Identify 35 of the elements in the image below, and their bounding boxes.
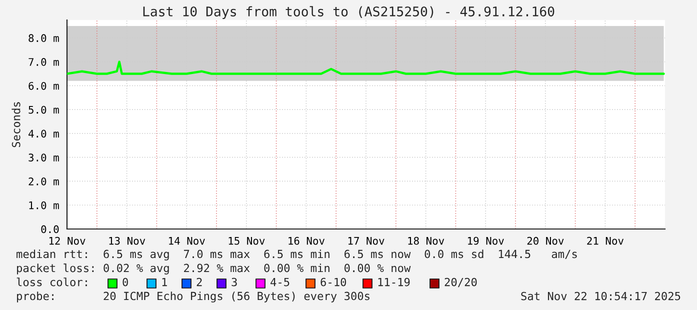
x-tick-label: 20 Nov [527,236,564,245]
x-tick-label: 19 Nov [468,236,504,245]
x-tick-label: 13 Nov [109,236,146,245]
text: loss color: [16,278,87,286]
y-tick-label: 4.0 m [28,130,59,138]
x-tick-label: 16 Nov [288,236,325,245]
y-tick-label: 5.0 m [28,106,59,114]
text: 1 [162,278,167,286]
text: 11-19 [378,278,410,286]
x-tick-label: 14 Nov [169,237,205,245]
y-tick-label: 7.0 m [28,58,59,66]
y-tick-label: 8.0 m [28,34,59,42]
y-tick-label: 1.0 m [29,201,59,210]
text: median rtt: 6.5 ms avg 7.0 ms max 6.5 ms min 6.5 ms now 0.0 ms sd 144.5 am/s [16,250,577,260]
text: 3 [232,278,237,286]
chart-title: Last 10 Days from tools to (AS215250) - 45.91.12.160 [143,6,554,19]
text: probe: 20 ICMP Echo Pings (56 Bytes) every 300s [17,292,370,302]
y-tick-label: 6.0 m [28,82,59,90]
text: 6-10 [320,278,346,286]
x-tick-label: 21 Nov [587,236,624,245]
text: 20/20 [444,278,477,288]
y-axis-title: Seconds [12,102,20,148]
y-tick-label: 3.0 m [28,154,59,162]
x-tick-label: 17 Nov [348,237,384,245]
text: 2 [196,278,202,286]
x-tick-label: 18 Nov [408,236,444,245]
x-tick-label: 12 Nov [49,236,86,245]
text: Sat Nov 22 10:54:17 2025 [521,292,680,300]
y-tick-label: 2.0 m [28,177,59,186]
text: 0 [122,278,128,286]
x-tick-label: 15 Nov [228,237,265,245]
text: 4-5 [270,278,290,286]
line-series [67,60,665,75]
y-tick-label: 0.0 [41,225,59,234]
text: packet loss: 0.02 % avg 2.92 % max 0.00 % min 0.00 % now [17,264,411,274]
